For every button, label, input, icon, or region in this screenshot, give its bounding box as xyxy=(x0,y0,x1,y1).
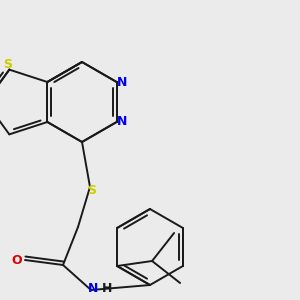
Text: O: O xyxy=(12,254,22,266)
Text: S: S xyxy=(3,58,12,71)
Text: N: N xyxy=(116,116,127,128)
Text: H: H xyxy=(102,281,112,295)
Text: N: N xyxy=(88,281,98,295)
Text: S: S xyxy=(88,184,97,196)
Text: N: N xyxy=(116,76,127,88)
